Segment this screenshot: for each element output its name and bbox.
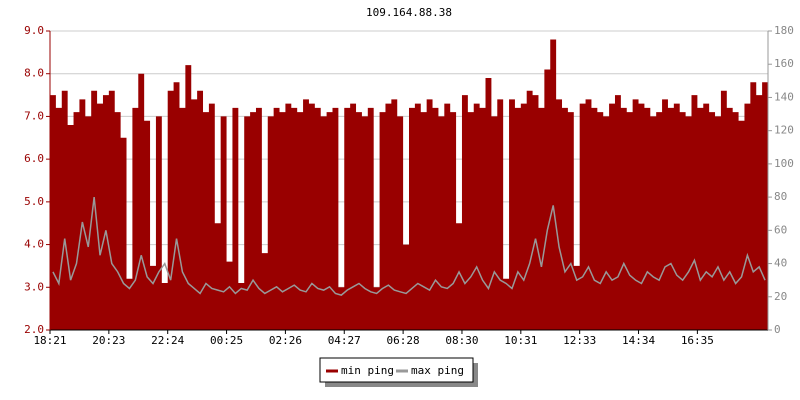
y2-tick-label: 160	[774, 57, 794, 70]
chart-title: 109.164.88.38	[366, 6, 452, 19]
y-tick-label: 2.0	[24, 323, 44, 336]
legend-label: max ping	[411, 364, 464, 377]
x-tick-label: 12:33	[563, 334, 596, 347]
x-tick-label: 00:25	[210, 334, 243, 347]
y2-tick-label: 100	[774, 157, 794, 170]
x-tick-label: 04:27	[328, 334, 361, 347]
legend-label: min ping	[341, 364, 394, 377]
y-tick-label: 9.0	[24, 24, 44, 37]
y-tick-label: 8.0	[24, 67, 44, 80]
x-tick-label: 06:28	[387, 334, 420, 347]
x-tick-label: 14:34	[622, 334, 655, 347]
area	[50, 39, 768, 331]
y2-tick-label: 60	[774, 223, 787, 236]
y-tick-label: 4.0	[24, 238, 44, 251]
y2-tick-label: 40	[774, 257, 787, 270]
x-tick-label: 02:26	[269, 334, 302, 347]
y-tick-label: 6.0	[24, 152, 44, 165]
legend-box	[319, 357, 474, 383]
y-tick-label: 7.0	[24, 109, 44, 122]
y2-tick-label: 20	[774, 290, 787, 303]
x-tick-label: 08:30	[445, 334, 478, 347]
x-tick-label: 20:23	[92, 334, 125, 347]
y-tick-label: 5.0	[24, 195, 44, 208]
legend: min ping max ping	[319, 357, 478, 387]
x-tick-label: 16:35	[681, 334, 714, 347]
y2-tick-label: 0	[774, 323, 781, 336]
y2-tick-label: 140	[774, 90, 794, 103]
line	[52, 197, 766, 296]
x-tick-label: 18:21	[33, 334, 66, 347]
x-tick-label: 22:24	[151, 334, 184, 347]
y2-tick-label: 80	[774, 190, 787, 203]
y2-tick-label: 120	[774, 124, 794, 137]
y-tick-label: 3.0	[24, 280, 44, 293]
x-tick-label: 10:31	[504, 334, 537, 347]
y2-tick-label: 180	[774, 24, 794, 37]
